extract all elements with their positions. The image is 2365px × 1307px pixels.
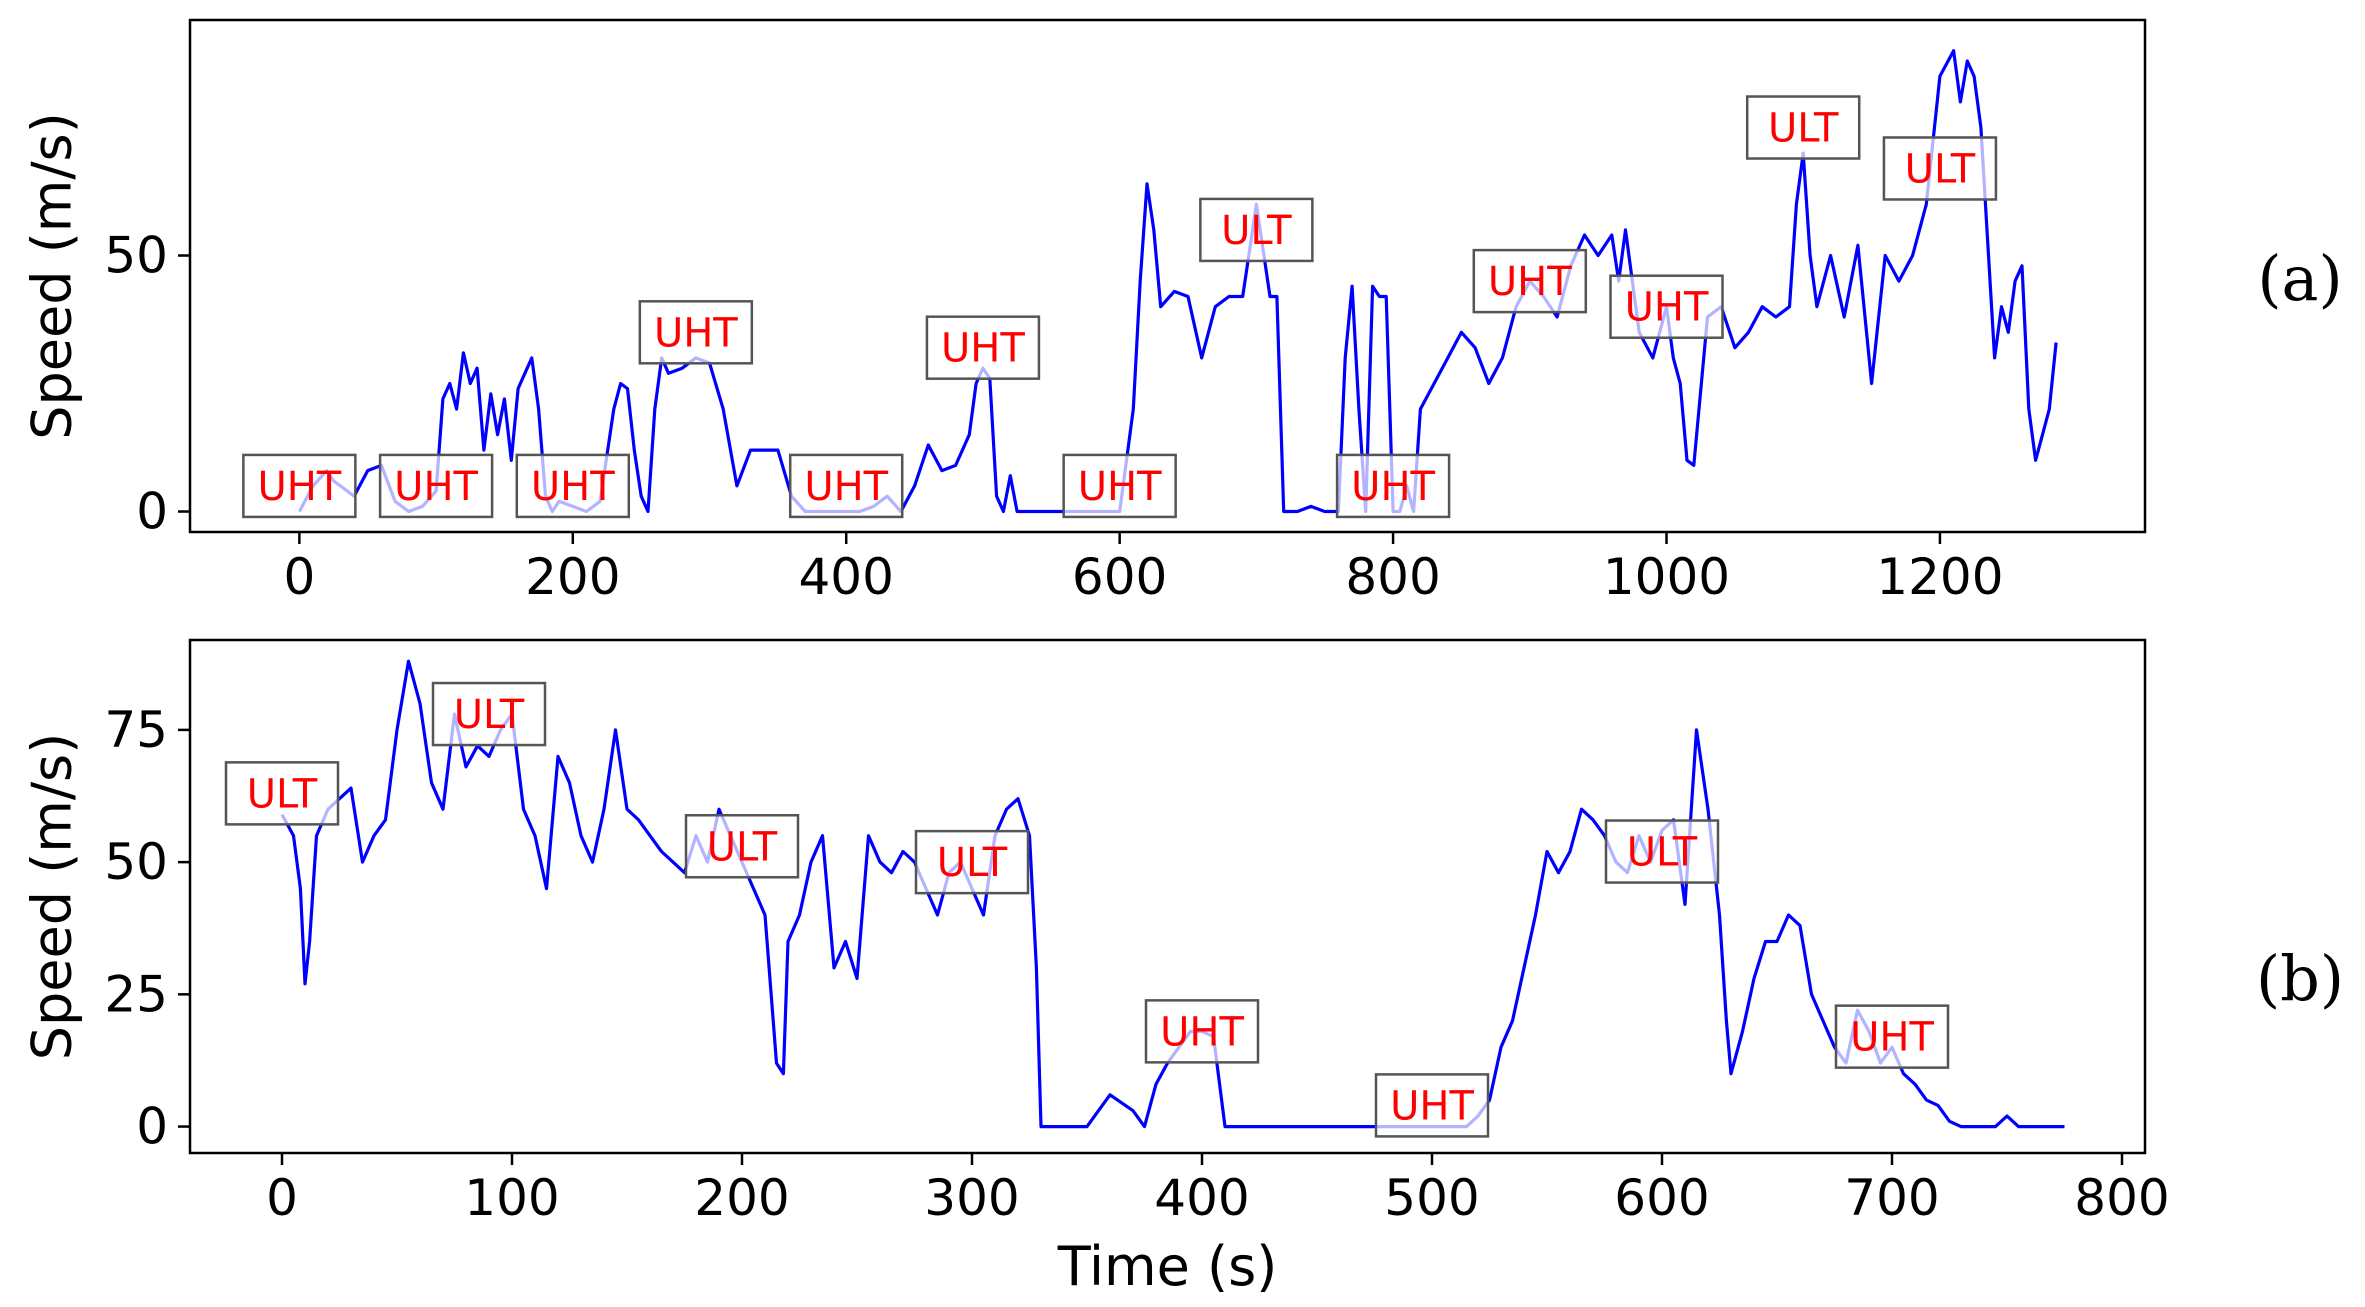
annotation-box bbox=[224, 761, 340, 826]
x-tick-label: 700 bbox=[1844, 1169, 1939, 1227]
x-tick-label: 1000 bbox=[1603, 548, 1730, 606]
annotation-box bbox=[1745, 95, 1861, 160]
annotation-box bbox=[925, 315, 1041, 380]
annotation-box bbox=[1062, 453, 1177, 519]
x-tick-label: 300 bbox=[924, 1169, 1019, 1227]
x-tick-label: 800 bbox=[1345, 548, 1440, 606]
annotation-label: UHT bbox=[654, 310, 738, 356]
annotation-box bbox=[1144, 999, 1260, 1064]
annotation-label: UHT bbox=[1625, 285, 1709, 331]
annotation-box bbox=[431, 681, 547, 747]
annotation-label: ULT bbox=[937, 840, 1008, 886]
annotation-label: ULT bbox=[454, 692, 525, 738]
x-tick-label: 800 bbox=[2074, 1169, 2169, 1227]
annotation-label: UHT bbox=[531, 464, 615, 510]
annotation-label: ULT bbox=[1768, 106, 1839, 152]
annotation-label: ULT bbox=[707, 824, 778, 870]
annotation-label: UHT bbox=[257, 464, 341, 510]
annotation-box bbox=[638, 300, 754, 365]
y-tick-label: 0 bbox=[136, 483, 168, 541]
annotation-box bbox=[1834, 1004, 1950, 1069]
annotation-label: ULT bbox=[247, 771, 318, 817]
x-tick-label: 500 bbox=[1384, 1169, 1479, 1227]
panel-tag: (b) bbox=[2256, 942, 2344, 1015]
y-tick-label: 50 bbox=[104, 227, 168, 285]
annotation-box bbox=[1882, 136, 1998, 201]
x-tick-label: 400 bbox=[799, 548, 894, 606]
x-tick-label: 0 bbox=[283, 548, 315, 606]
y-tick-label: 25 bbox=[104, 965, 168, 1023]
y-tick-label: 0 bbox=[136, 1098, 168, 1156]
annotation-label: UHT bbox=[1078, 464, 1162, 510]
panel-tag: (a) bbox=[2257, 242, 2342, 315]
annotation-label: UHT bbox=[1850, 1015, 1934, 1061]
x-tick-label: 400 bbox=[1154, 1169, 1249, 1227]
annotation-box bbox=[1604, 819, 1720, 884]
axes-frame bbox=[188, 638, 2147, 1155]
annotation-label: ULT bbox=[1905, 146, 1976, 192]
x-tick-label: 200 bbox=[694, 1169, 789, 1227]
annotation-label: ULT bbox=[1221, 208, 1292, 254]
annotation-label: UHT bbox=[1160, 1009, 1244, 1055]
annotation-box bbox=[684, 814, 800, 879]
annotation-label: UHT bbox=[1488, 259, 1572, 305]
annotation-box bbox=[914, 829, 1030, 895]
annotation-box bbox=[1199, 197, 1314, 263]
annotation-label: UHT bbox=[1390, 1083, 1474, 1129]
speed-line-b bbox=[280, 659, 2065, 1129]
x-tick-label: 600 bbox=[1072, 548, 1167, 606]
annotation-box bbox=[515, 453, 631, 519]
x-tick-label: 600 bbox=[1614, 1169, 1709, 1227]
annotation-label: UHT bbox=[804, 464, 888, 510]
annotation-box bbox=[1374, 1073, 1490, 1138]
annotation-box bbox=[1609, 274, 1724, 339]
annotation-box bbox=[378, 453, 494, 519]
y-axis-label: Speed (m/s) bbox=[21, 112, 84, 440]
x-tick-label: 1200 bbox=[1876, 548, 2003, 606]
x-tick-label: 200 bbox=[525, 548, 620, 606]
x-tick-label: 0 bbox=[266, 1169, 298, 1227]
annotation-box bbox=[1335, 453, 1451, 519]
annotation-label: UHT bbox=[1351, 464, 1435, 510]
x-axis-label: Time (s) bbox=[1057, 1235, 1278, 1298]
annotation-label: UHT bbox=[941, 326, 1025, 372]
y-tick-label: 75 bbox=[104, 701, 168, 759]
annotation-box bbox=[1472, 248, 1588, 314]
y-axis-label: Speed (m/s) bbox=[21, 733, 84, 1061]
x-tick-label: 100 bbox=[464, 1169, 559, 1227]
annotation-box bbox=[788, 453, 904, 519]
axes-frame bbox=[188, 18, 2147, 534]
y-tick-label: 50 bbox=[104, 833, 168, 891]
chart-panel-a: UHT UHT UHT UHT UHT UHT UHT ULT UHT UHT UHT ULT ULT 0… bbox=[21, 18, 2343, 606]
annotation-label: UHT bbox=[394, 464, 478, 510]
annotation-box bbox=[242, 453, 357, 519]
annotation-label: ULT bbox=[1627, 830, 1698, 876]
